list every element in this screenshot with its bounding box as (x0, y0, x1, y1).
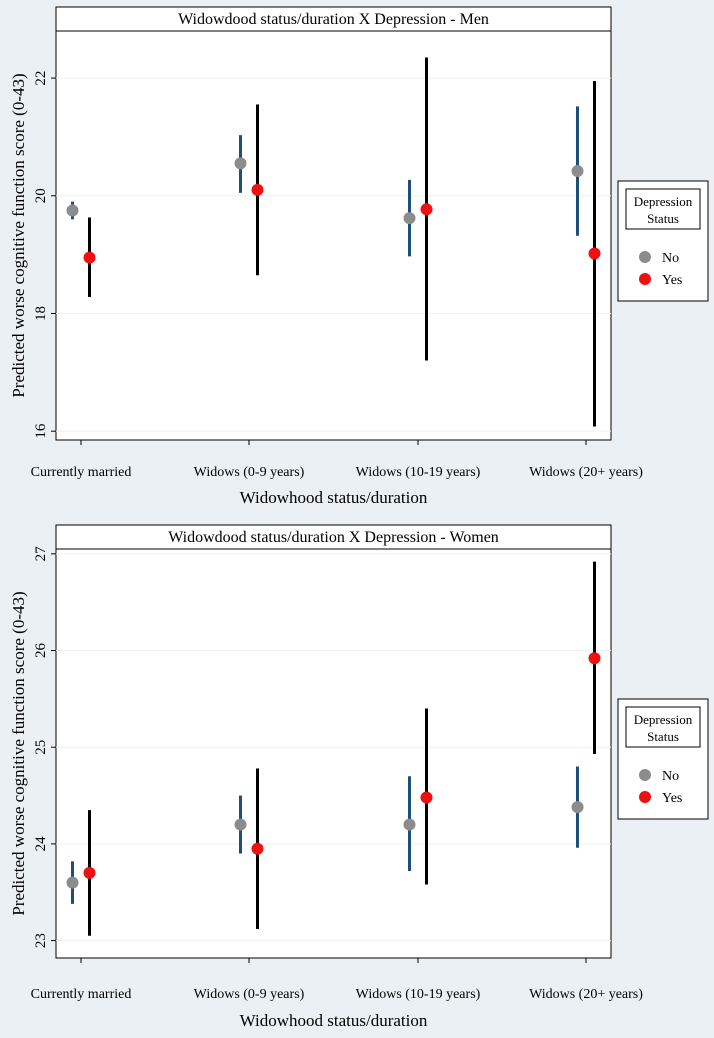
point-yes (420, 203, 433, 216)
legend-title-box (625, 706, 701, 748)
point-no (234, 818, 247, 831)
plot-area (55, 30, 612, 441)
point-no (403, 212, 416, 225)
legend-marker-no (639, 251, 651, 263)
x-tick-label: Currently married (31, 465, 132, 480)
chart-title-box (55, 524, 612, 550)
y-tick-label: 20 (33, 188, 49, 203)
x-tick-label: Widows (0-9 years) (194, 987, 305, 1002)
point-yes (251, 842, 264, 855)
legend-label-no: No (662, 769, 679, 784)
x-tick-label: Currently married (31, 987, 132, 1002)
x-tick-label: Widows (0-9 years) (194, 465, 305, 480)
legend-title: Status (647, 211, 679, 226)
chart-title: Widowdood status/duration X Depression -… (178, 11, 489, 28)
point-no (403, 818, 416, 831)
y-tick-label: 24 (33, 836, 49, 852)
point-yes (83, 251, 96, 264)
chart-title: Widowdood status/duration X Depression -… (168, 529, 499, 546)
legend-title: Depression (634, 194, 693, 209)
point-yes (588, 652, 601, 665)
y-tick-label: 23 (33, 933, 49, 948)
point-no (571, 165, 584, 178)
x-tick-label: Widows (10-19 years) (356, 465, 481, 480)
point-no (571, 801, 584, 814)
y-axis-title: Predicted worse cognitive function score… (9, 73, 28, 397)
y-tick-label: 27 (33, 546, 49, 562)
legend-label-no: No (662, 251, 679, 266)
legend-marker-yes (639, 791, 651, 803)
x-tick-label: Widows (10-19 years) (356, 987, 481, 1002)
x-axis-title: Widowhood status/duration (240, 488, 428, 507)
chart-panel-1: Widowdood status/duration X Depression -… (9, 6, 709, 507)
y-tick-label: 25 (33, 740, 49, 755)
legend-marker-no (639, 769, 651, 781)
legend: Depression Status No Yes (617, 180, 709, 302)
chart-title-box (55, 6, 612, 32)
legend-label-yes: Yes (662, 273, 682, 288)
x-tick-label: Widows (20+ years) (529, 465, 643, 480)
legend: Depression Status No Yes (617, 698, 709, 820)
y-tick-label: 22 (33, 71, 49, 86)
point-no (66, 876, 79, 889)
chart-panel-2: Widowdood status/duration X Depression -… (9, 524, 709, 1030)
point-no (66, 204, 79, 217)
point-yes (588, 247, 601, 260)
y-tick-label: 16 (33, 423, 49, 439)
x-axis-title: Widowhood status/duration (240, 1011, 428, 1030)
point-yes (251, 183, 264, 196)
plot-area (55, 548, 612, 959)
y-tick-label: 26 (33, 643, 49, 659)
point-yes (420, 791, 433, 804)
legend-title: Status (647, 729, 679, 744)
x-tick-label: Widows (20+ years) (529, 987, 643, 1002)
point-no (234, 157, 247, 170)
legend-title-box (625, 188, 701, 230)
legend-title: Depression (634, 712, 693, 727)
y-axis-title: Predicted worse cognitive function score… (9, 591, 28, 915)
legend-marker-yes (639, 273, 651, 285)
y-tick-label: 18 (33, 306, 49, 321)
point-yes (83, 866, 96, 879)
legend-label-yes: Yes (662, 791, 682, 806)
